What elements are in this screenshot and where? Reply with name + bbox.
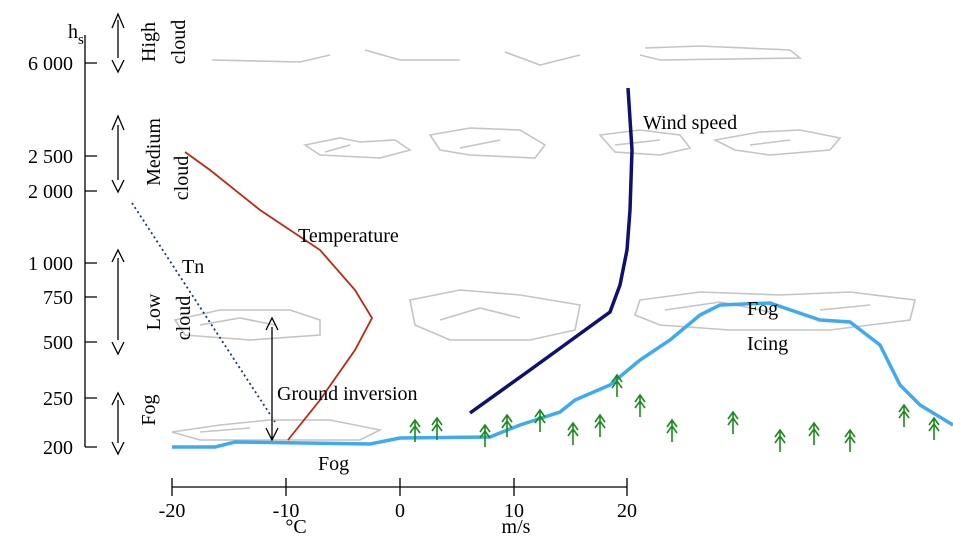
wind-speed-label: Wind speed (643, 112, 737, 134)
fog-label: Fog (747, 298, 778, 320)
unit-ms: m/s (502, 516, 531, 538)
fog-label: Fog (318, 453, 349, 475)
tn-label: Tn (182, 256, 204, 278)
x-tick-label: -20 (159, 500, 186, 522)
layer-label: Medium (143, 118, 165, 186)
x-tick-label: 20 (617, 500, 637, 522)
ground-inversion-label: Ground inversion (277, 383, 418, 405)
icing-label: Icing (747, 333, 788, 355)
x-ticks: -20 -10 0 10 20 (159, 500, 637, 522)
y-tick-label: 750 (43, 287, 73, 309)
y-tick-label: 200 (43, 437, 73, 459)
y-tick-label: 500 (43, 332, 73, 354)
wind-speed-curve (468, 87, 634, 415)
layer-label: cloud (171, 156, 193, 200)
y-tick-label: 250 (43, 388, 73, 410)
icing-arrows (409, 374, 940, 453)
unit-celsius: °C (285, 516, 306, 538)
clouds (171, 45, 916, 441)
y-tick-label: 1 000 (28, 253, 73, 275)
y-tick-label: 6 000 (28, 53, 73, 75)
layer-label: Fog (138, 394, 160, 425)
x-tick-label: 0 (395, 500, 405, 522)
x-tick-label: -10 (273, 500, 300, 522)
x-tick-label: 10 (504, 500, 524, 522)
layer-label: High (138, 22, 160, 62)
y-ticks: 6 000 2 500 2 000 1 000 750 500 250 200 (28, 53, 73, 459)
fog-icing-curve (172, 301, 953, 449)
temperature-curve (184, 151, 374, 441)
axes (84, 12, 628, 496)
temperature-label: Temperature (298, 225, 399, 247)
layer-labels: High cloud Medium cloud Low cloud Fog (138, 20, 195, 426)
layer-label: cloud (168, 20, 190, 64)
y-tick-label: 2 500 (28, 146, 73, 168)
layer-label: cloud (173, 296, 195, 340)
tn-curve (131, 202, 276, 423)
y-axis-label: hs (68, 21, 84, 48)
layer-label: Low (143, 293, 165, 330)
y-tick-label: 2 000 (28, 181, 73, 203)
